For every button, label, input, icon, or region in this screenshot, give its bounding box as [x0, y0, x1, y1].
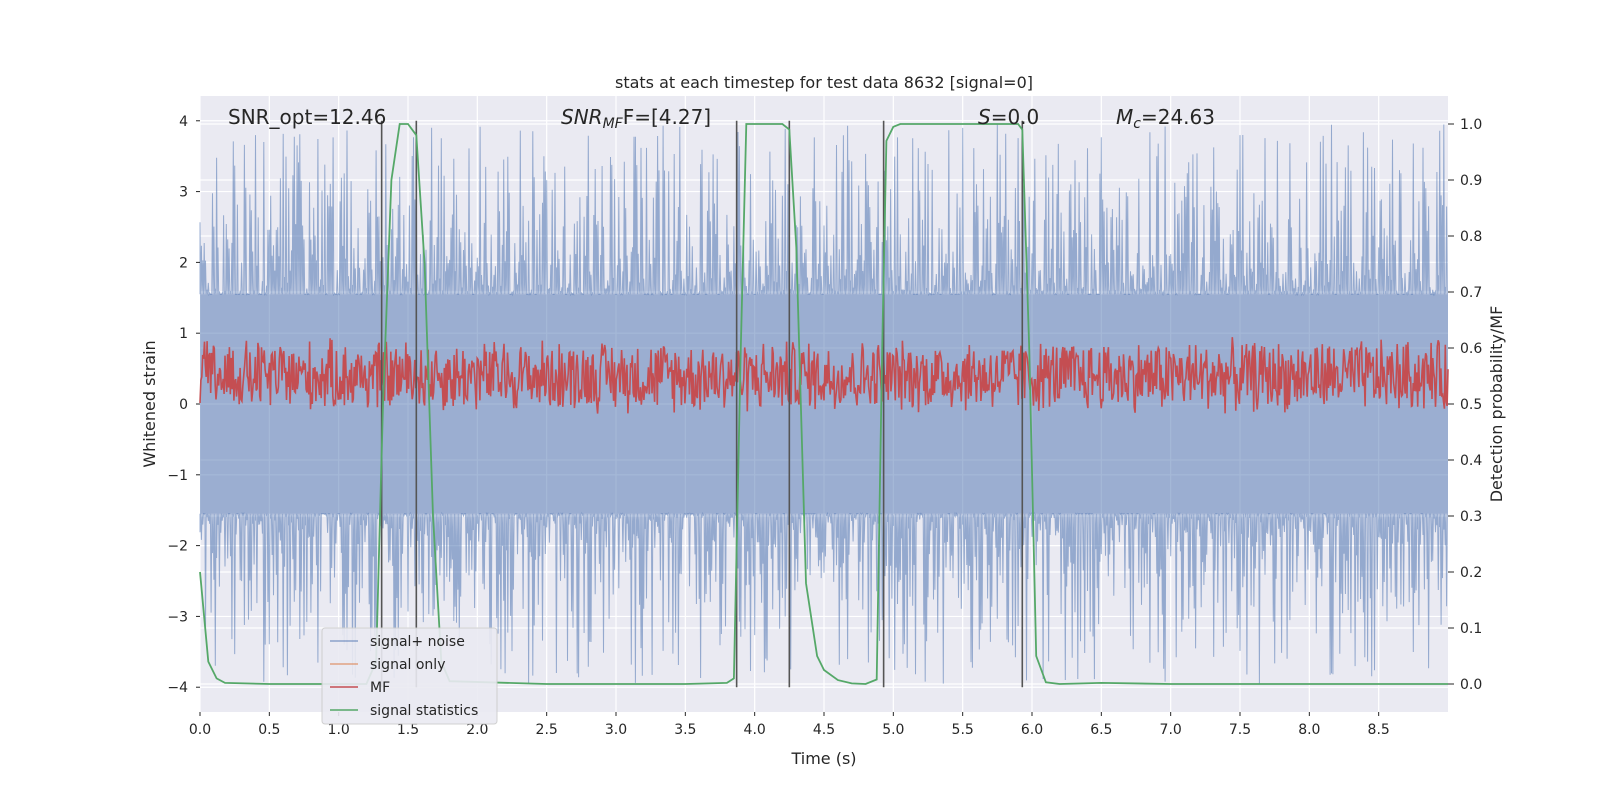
mc-base: M — [1116, 105, 1133, 129]
y-tick-label: −1 — [167, 468, 188, 484]
y-tick-label-right: 0.7 — [1460, 285, 1482, 301]
signal-statistics-line — [199, 123, 1448, 685]
x-tick-label: 3.0 — [605, 722, 627, 738]
y-axis-label-right: Detection probability/MF — [1487, 306, 1506, 503]
noise-core-band — [200, 294, 1448, 514]
x-tick-label: 5.0 — [882, 722, 904, 738]
noise-series — [199, 124, 1448, 684]
y-tick-label-right: 0.5 — [1460, 397, 1482, 413]
noise-spikes-lower — [199, 511, 1448, 684]
snr-mf-annotation: SNRMFF=[4.27] — [561, 105, 711, 132]
signal-statistics-series — [199, 123, 1448, 685]
mf-series — [199, 337, 1449, 414]
x-tick-label: 2.0 — [466, 722, 488, 738]
x-tick-label: 2.5 — [536, 722, 558, 738]
y-tick-label: 0 — [179, 397, 188, 413]
snr-opt-annotation: SNR_opt=12.46 — [228, 105, 386, 129]
mc-value: =24.63 — [1141, 105, 1215, 129]
x-tick-label: 5.5 — [952, 722, 974, 738]
legend-label-signal-statistics: signal statistics — [370, 703, 478, 719]
legend-label-signal-noise: signal+ noise — [370, 634, 465, 650]
y-tick-label: −4 — [167, 680, 188, 696]
y-tick-label: −2 — [167, 539, 188, 555]
y-tick-label-right: 0.2 — [1460, 565, 1482, 581]
legend-label-signal-only: signal only — [370, 657, 445, 673]
x-tick-label: 1.0 — [328, 722, 350, 738]
y-tick-label-right: 0.9 — [1460, 173, 1482, 189]
snr-mf-sub: MF — [603, 116, 624, 132]
y-tick-label: 1 — [179, 326, 188, 342]
y-tick-label-right: 1.0 — [1460, 117, 1482, 133]
legend-box — [321, 627, 498, 725]
y-tick-label-right: 0.3 — [1460, 509, 1482, 525]
s-annotation: S=0.0 — [978, 105, 1039, 129]
x-tick-label: 6.0 — [1021, 722, 1043, 738]
x-tick-label: 0.5 — [258, 722, 280, 738]
s-label: S — [978, 105, 991, 129]
legend-label-mf: MF — [370, 680, 390, 696]
legend: signal+ noise signal only MF signal stat… — [321, 627, 498, 725]
x-tick-label: 7.0 — [1160, 722, 1182, 738]
y-tick-label-right: 0.1 — [1460, 621, 1482, 637]
x-tick-label: 1.5 — [397, 722, 419, 738]
y-tick-label: 2 — [179, 255, 188, 271]
y-tick-label-right: 0.4 — [1460, 453, 1482, 469]
y-tick-label: −3 — [167, 609, 188, 625]
x-tick-label: 3.5 — [674, 722, 696, 738]
mf-line — [199, 337, 1449, 414]
snr-mf-tail: F=[4.27] — [623, 105, 711, 129]
y-tick-label: 4 — [179, 114, 188, 130]
x-axis-label: Time (s) — [790, 749, 856, 768]
y-ticks-right: 0.0 0.1 0.2 0.3 0.4 0.5 0.6 0.7 0.8 0.9 1.0 — [1448, 117, 1482, 693]
y-axis-label: Whitened strain — [140, 340, 159, 467]
mc-annotation: Mc=24.63 — [1116, 105, 1215, 132]
x-tick-label: 8.5 — [1368, 722, 1390, 738]
x-tick-label: 8.0 — [1298, 722, 1320, 738]
s-value: =0.0 — [991, 105, 1040, 129]
x-tick-label: 7.5 — [1229, 722, 1251, 738]
x-tick-label: 0.0 — [189, 722, 211, 738]
y-ticks-left: −4 −3 −2 −1 0 1 2 3 4 — [167, 114, 200, 696]
vertical-markers — [380, 120, 1024, 688]
y-tick-label: 3 — [179, 185, 188, 201]
y-tick-label-right: 0.0 — [1460, 677, 1482, 693]
mc-sub: c — [1133, 116, 1141, 132]
x-tick-label: 6.5 — [1090, 722, 1112, 738]
noise-spikes-upper — [199, 124, 1448, 297]
y-tick-label-right: 0.6 — [1460, 341, 1482, 357]
chart-title: stats at each timestep for test data 863… — [615, 73, 1033, 92]
y-tick-label-right: 0.8 — [1460, 229, 1482, 245]
snr-mf-base: SNR — [561, 105, 603, 129]
x-ticks: 0.0 0.5 1.0 1.5 2.0 2.5 3.0 3.5 4.0 4.5 5.0 5.5 6.0 6… — [189, 712, 1390, 738]
x-tick-label: 4.0 — [744, 722, 766, 738]
x-tick-label: 4.5 — [813, 722, 835, 738]
